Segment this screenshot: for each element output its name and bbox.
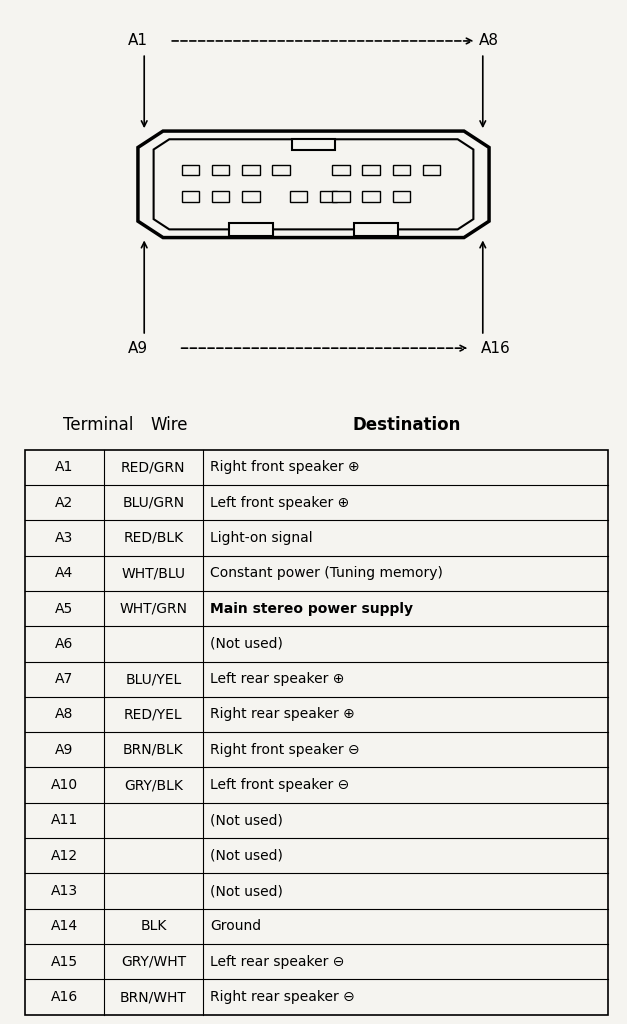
- Text: RED/GRN: RED/GRN: [121, 460, 186, 474]
- Text: Right front speaker ⊕: Right front speaker ⊕: [211, 460, 360, 474]
- Text: BLK: BLK: [140, 920, 167, 934]
- Text: (Not used): (Not used): [211, 637, 283, 651]
- Text: Left front speaker ⊖: Left front speaker ⊖: [211, 778, 350, 793]
- Text: A8: A8: [479, 34, 499, 48]
- Text: A4: A4: [55, 566, 73, 581]
- Text: A3: A3: [55, 530, 73, 545]
- Bar: [393, 191, 410, 202]
- Text: A10: A10: [51, 778, 78, 793]
- Text: WHT/BLU: WHT/BLU: [122, 566, 186, 581]
- Text: A7: A7: [55, 672, 73, 686]
- Bar: [332, 191, 350, 202]
- Text: BRN/WHT: BRN/WHT: [120, 990, 187, 1005]
- Text: (Not used): (Not used): [211, 849, 283, 863]
- Bar: [332, 165, 350, 175]
- Text: Left front speaker ⊕: Left front speaker ⊕: [211, 496, 350, 510]
- Text: A9: A9: [55, 742, 73, 757]
- Text: A16: A16: [480, 341, 510, 355]
- Text: A5: A5: [55, 601, 73, 615]
- Text: BLU/YEL: BLU/YEL: [125, 672, 181, 686]
- Text: Left rear speaker ⊕: Left rear speaker ⊕: [211, 672, 345, 686]
- Text: A6: A6: [55, 637, 73, 651]
- Text: A12: A12: [51, 849, 78, 863]
- Bar: [212, 191, 229, 202]
- Bar: [242, 165, 260, 175]
- Text: Ground: Ground: [211, 920, 261, 934]
- Text: (Not used): (Not used): [211, 813, 283, 827]
- Text: Light-on signal: Light-on signal: [211, 530, 313, 545]
- Text: Right front speaker ⊖: Right front speaker ⊖: [211, 742, 360, 757]
- Bar: [393, 165, 410, 175]
- Text: A16: A16: [51, 990, 78, 1005]
- Text: Wire: Wire: [150, 416, 188, 434]
- Bar: [182, 165, 199, 175]
- Text: (Not used): (Not used): [211, 884, 283, 898]
- Text: GRY/WHT: GRY/WHT: [121, 954, 186, 969]
- Text: Left rear speaker ⊖: Left rear speaker ⊖: [211, 954, 345, 969]
- Bar: [292, 139, 335, 150]
- Bar: [229, 223, 273, 236]
- Text: A9: A9: [128, 341, 148, 355]
- Text: A1: A1: [55, 460, 73, 474]
- Bar: [423, 165, 440, 175]
- Bar: [354, 223, 398, 236]
- Text: Main stereo power supply: Main stereo power supply: [211, 601, 413, 615]
- Text: Right rear speaker ⊕: Right rear speaker ⊕: [211, 708, 356, 722]
- Bar: [242, 191, 260, 202]
- Text: A1: A1: [128, 34, 148, 48]
- Bar: [212, 165, 229, 175]
- Text: A13: A13: [51, 884, 78, 898]
- Text: RED/YEL: RED/YEL: [124, 708, 182, 722]
- Text: Terminal: Terminal: [63, 416, 134, 434]
- Text: Right rear speaker ⊖: Right rear speaker ⊖: [211, 990, 356, 1005]
- Text: RED/BLK: RED/BLK: [124, 530, 184, 545]
- Text: Constant power (Tuning memory): Constant power (Tuning memory): [211, 566, 443, 581]
- Bar: [290, 191, 307, 202]
- Text: Destination: Destination: [353, 416, 461, 434]
- Text: WHT/GRN: WHT/GRN: [119, 601, 187, 615]
- Text: A8: A8: [55, 708, 73, 722]
- Bar: [320, 191, 337, 202]
- Text: A15: A15: [51, 954, 78, 969]
- Text: GRY/BLK: GRY/BLK: [124, 778, 183, 793]
- Bar: [182, 191, 199, 202]
- Bar: [272, 165, 290, 175]
- Text: A2: A2: [55, 496, 73, 510]
- Bar: [362, 191, 380, 202]
- Bar: [362, 165, 380, 175]
- Text: BLU/GRN: BLU/GRN: [122, 496, 184, 510]
- Text: A11: A11: [51, 813, 78, 827]
- Text: BRN/BLK: BRN/BLK: [123, 742, 184, 757]
- Text: A14: A14: [51, 920, 78, 934]
